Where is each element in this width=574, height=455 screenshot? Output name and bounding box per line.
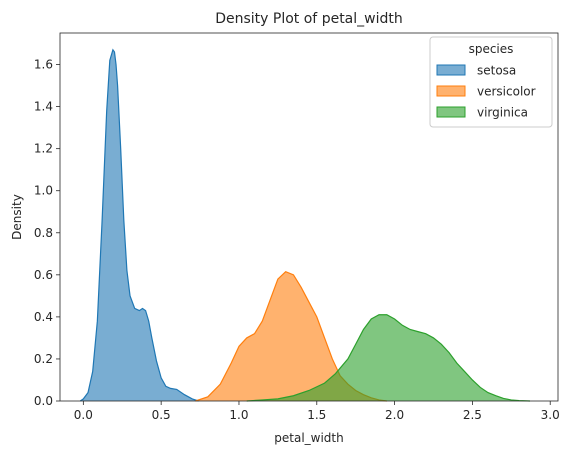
y-axis: 0.0 0.2 0.4 0.6 0.8 1.0 1.2 1.4 1.6: [34, 58, 60, 408]
legend-swatch-virginica: [436, 106, 466, 118]
x-tick-label: 1.0: [229, 408, 248, 422]
density-area-setosa: [80, 49, 199, 401]
density-line-setosa: [79, 48, 199, 402]
y-tick-label: 0.0: [34, 394, 53, 408]
x-tick-label: 2.5: [463, 408, 482, 422]
y-axis-label: Density: [10, 194, 24, 240]
density-line-virginica: [246, 314, 531, 402]
x-tick-label: 0.0: [74, 408, 93, 422]
y-tick-label: 0.2: [34, 352, 53, 366]
density-area-versicolor: [195, 271, 387, 401]
legend: species setosa versicolor virginica: [429, 36, 553, 128]
x-tick-label: 3.0: [541, 408, 560, 422]
legend-swatch-versicolor: [436, 85, 466, 97]
x-tick-label: 1.5: [307, 408, 326, 422]
y-tick-label: 0.4: [34, 310, 53, 324]
y-tick-label: 1.0: [34, 184, 53, 198]
legend-label-setosa: setosa: [477, 64, 516, 78]
x-tick-label: 2.0: [385, 408, 404, 422]
y-tick-label: 1.6: [34, 58, 53, 72]
x-tick-label: 0.5: [152, 408, 171, 422]
legend-frame: [429, 36, 553, 128]
x-axis-label: petal_width: [274, 431, 343, 445]
plot-area: [79, 48, 531, 402]
density-area-virginica: [246, 314, 530, 401]
legend-label-virginica: virginica: [477, 106, 528, 120]
y-tick-label: 0.6: [34, 268, 53, 282]
plot-frame: [59, 32, 559, 402]
chart-title: Density Plot of petal_width: [215, 11, 403, 27]
legend-swatch-setosa: [436, 64, 466, 76]
y-tick-label: 0.8: [34, 226, 53, 240]
x-axis: 0.0 0.5 1.0 1.5 2.0 2.5 3.0: [74, 401, 560, 422]
y-tick-label: 1.2: [34, 142, 53, 156]
y-tick-label: 1.4: [34, 100, 53, 114]
legend-label-versicolor: versicolor: [477, 85, 536, 99]
legend-title: species: [469, 42, 514, 56]
